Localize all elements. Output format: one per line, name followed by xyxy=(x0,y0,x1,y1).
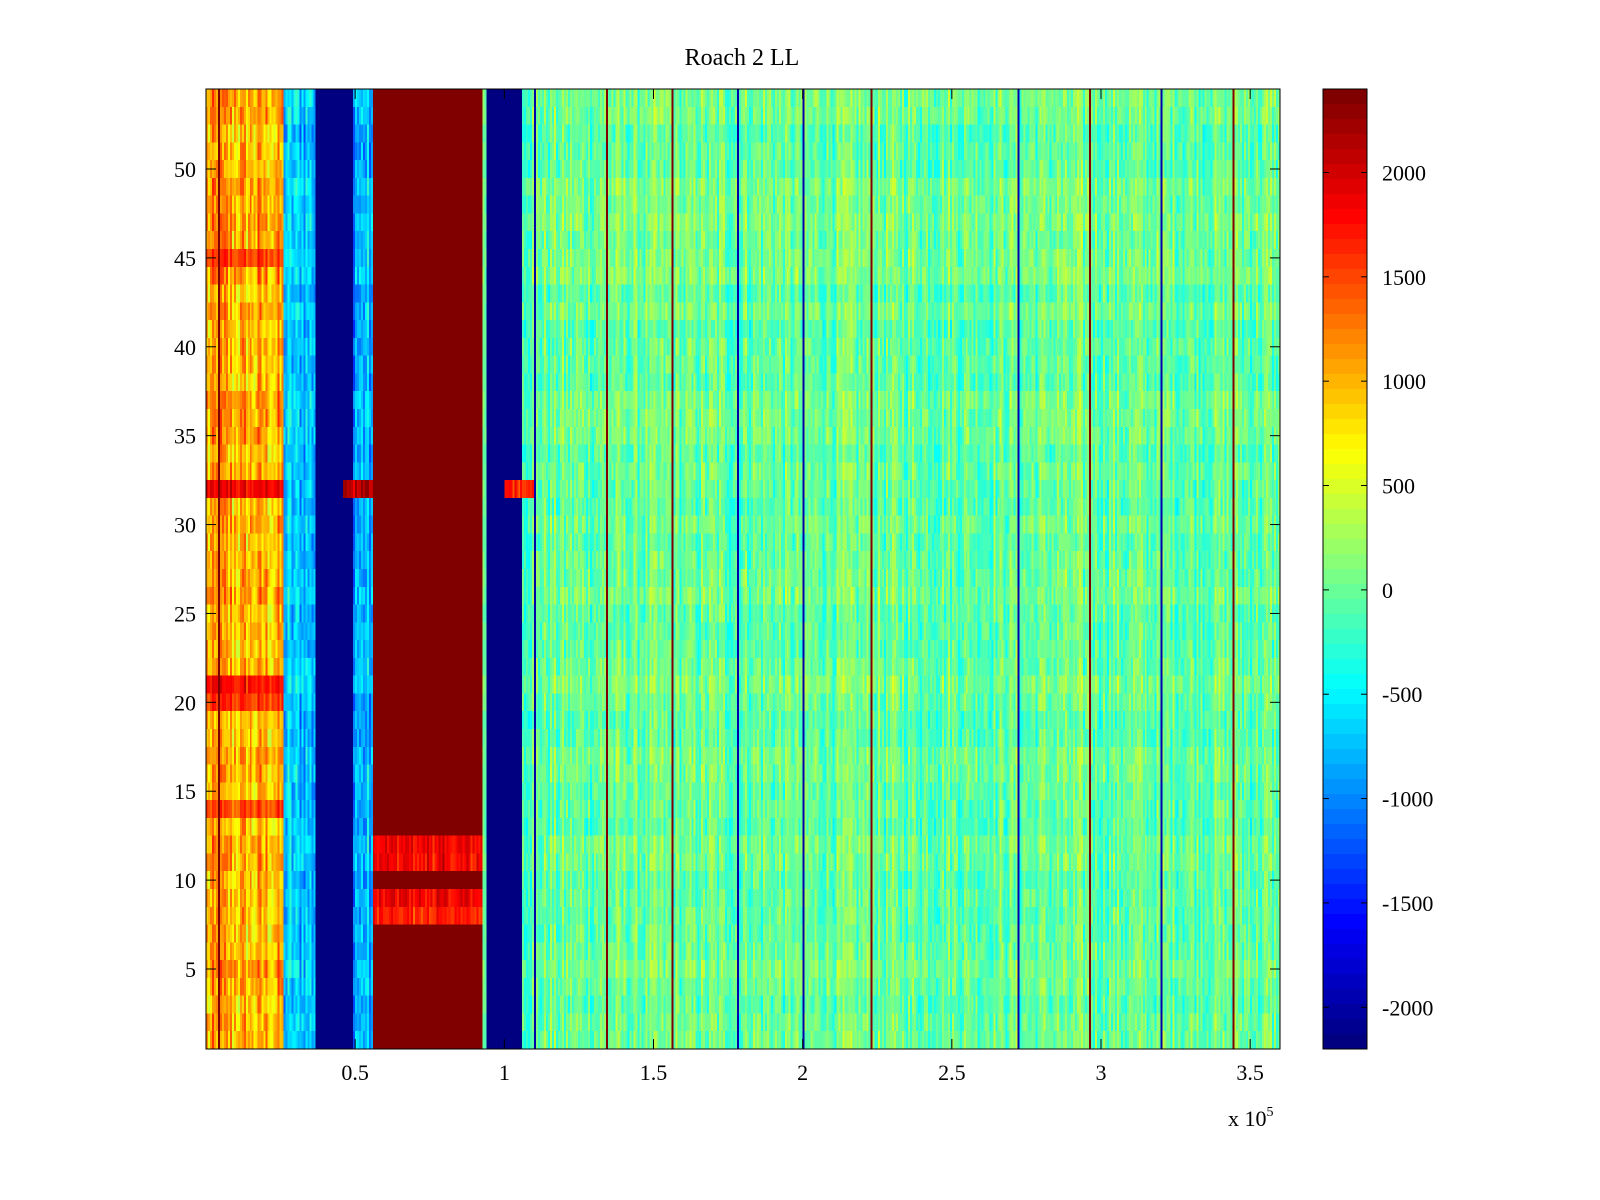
heatmap-image xyxy=(206,89,1280,1049)
y-tick-label: 5 xyxy=(185,957,196,982)
colorbar: -2000 -1500 -1000 -500 0 500 1000 1500 2000 xyxy=(1322,88,1433,1050)
x-tick-label: 1.5 xyxy=(640,1060,668,1085)
x-tick-label: 1 xyxy=(499,1060,510,1085)
y-axis: 5 10 15 20 25 30 35 40 45 50 xyxy=(174,157,1280,982)
chart-title: Roach 2 LL xyxy=(685,45,800,71)
y-tick-label: 40 xyxy=(174,335,196,360)
colorbar-gradient xyxy=(1323,89,1367,1049)
plot-frame xyxy=(205,88,1281,1050)
x-tick-label: 2.5 xyxy=(938,1060,966,1085)
x-tick-label: 0.5 xyxy=(341,1060,369,1085)
x-tick-label: 3.5 xyxy=(1236,1060,1264,1085)
y-tick-label: 35 xyxy=(174,424,196,449)
colorbar-tick-label: 2000 xyxy=(1382,160,1426,185)
y-tick-label: 30 xyxy=(174,513,196,538)
colorbar-tick-label: -1500 xyxy=(1382,891,1433,916)
y-tick-label: 15 xyxy=(174,779,196,804)
x-axis-multiplier-base: x 10 xyxy=(1228,1106,1267,1131)
colorbar-tick-label: 500 xyxy=(1382,474,1415,499)
y-tick-label: 50 xyxy=(174,157,196,182)
colorbar-tick-label: -2000 xyxy=(1382,995,1433,1020)
y-tick-label: 25 xyxy=(174,601,196,626)
x-axis-multiplier: x 105 xyxy=(1228,1105,1274,1131)
colorbar-tick-label: -1000 xyxy=(1382,787,1433,812)
x-axis-multiplier-exponent: 5 xyxy=(1267,1105,1274,1120)
colorbar-tick-label: 1000 xyxy=(1382,369,1426,394)
colorbar-tick-label: 0 xyxy=(1382,578,1393,603)
y-tick-label: 10 xyxy=(174,868,196,893)
y-tick-label: 20 xyxy=(174,690,196,715)
colorbar-tick-label: -500 xyxy=(1382,682,1422,707)
heatmap-plot-area xyxy=(205,88,1281,1050)
x-tick-label: 3 xyxy=(1096,1060,1107,1085)
x-tick-label: 2 xyxy=(797,1060,808,1085)
x-axis: 0.5 1 1.5 2 2.5 3 3.5 xyxy=(341,89,1264,1085)
colorbar-tick-label: 1500 xyxy=(1382,265,1426,290)
y-tick-label: 45 xyxy=(174,246,196,271)
colorbar-frame xyxy=(1322,88,1368,1050)
colorbar-axis: -2000 -1500 -1000 -500 0 500 1000 1500 2000 xyxy=(1323,160,1433,1020)
